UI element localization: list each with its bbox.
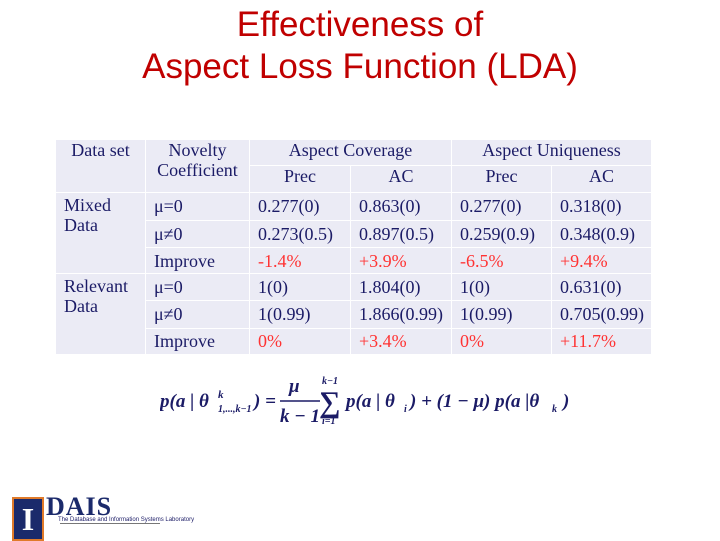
- table-row: μ≠0 1(0.99) 1.866(0.99) 1(0.99) 0.705(0.…: [56, 300, 653, 329]
- group-name-line2: Data: [64, 295, 98, 316]
- cell-cov-ac: +3.4%: [349, 327, 453, 356]
- table-row: Mixed Data μ=0 0.277(0) 0.863(0) 0.277(0…: [55, 191, 653, 274]
- formula-frac-num: μ: [288, 376, 300, 397]
- cell-cov-prec: 1(0.99): [249, 300, 351, 329]
- header-dataset: Data set: [55, 139, 146, 193]
- cell-cov-ac: 0.897(0.5): [349, 220, 453, 249]
- header-coverage-prec: Prec: [249, 165, 351, 193]
- results-table: Data set Novelty Coefficient Aspect Cove…: [55, 138, 653, 356]
- formula-rhs-sub2: k: [552, 404, 557, 415]
- cell-uni-ac: 0.318(0): [551, 191, 653, 222]
- cell-uni-prec: 0%: [451, 327, 553, 356]
- header-uniqueness-prec: Prec: [451, 165, 553, 193]
- aspect-loss-formula: p(a | θ k 1,...,k−1 ) = μ k − 1 k−1 ∑ i=…: [160, 376, 569, 427]
- group-name-line1: Mixed: [64, 194, 111, 215]
- header-novelty-line2: Coefficient: [157, 160, 238, 180]
- header-uniqueness: Aspect Uniqueness: [451, 138, 653, 167]
- cell-coef: μ≠0: [145, 220, 250, 249]
- formula-lhs-sub: 1,...,k−1: [218, 404, 252, 415]
- cell-cov-prec: 0.277(0): [249, 191, 351, 222]
- formula-rhs-sub: i: [404, 404, 407, 415]
- dais-logo-subtitle: The Database and Information Systems Lab…: [58, 517, 195, 523]
- header-uniqueness-ac: AC: [551, 165, 653, 193]
- cell-cov-prec: 0.273(0.5): [249, 220, 351, 249]
- slide-title: Effectiveness of Aspect Loss Function (L…: [0, 4, 720, 88]
- table-row: μ≠0 0.273(0.5) 0.897(0.5) 0.259(0.9) 0.3…: [56, 220, 653, 249]
- header-novelty: Novelty Coefficient: [145, 139, 250, 193]
- cell-uni-ac: +11.7%: [551, 327, 653, 356]
- formula-sum-bottom: i=1: [322, 416, 335, 427]
- cell-uni-prec: 0.277(0): [451, 191, 553, 222]
- cell-uni-ac: 0.705(0.99): [551, 300, 653, 329]
- title-line-1: Effectiveness of: [236, 5, 484, 44]
- cell-coef: Improve: [145, 247, 250, 274]
- cell-uni-prec: 0.259(0.9): [451, 220, 553, 249]
- table-row: Relevant Data μ=0 1(0) 1.804(0) 1(0) 0.6…: [55, 272, 653, 356]
- cell-cov-prec: 0%: [249, 327, 351, 356]
- cell-cov-ac: 1.804(0): [349, 272, 453, 302]
- group-mixed-data: Mixed Data: [55, 191, 146, 274]
- cell-uni-ac: 0.631(0): [551, 272, 653, 302]
- formula-lhs-sup: k: [218, 389, 224, 401]
- formula-rhs-mid: ) + (1 − μ) p(a |θ: [408, 391, 539, 412]
- group-relevant-data: Relevant Data: [55, 272, 146, 356]
- logo-divider: [60, 523, 160, 534]
- cell-cov-ac: +3.9%: [349, 247, 453, 274]
- header-coverage-ac: AC: [349, 165, 453, 193]
- cell-uni-ac: +9.4%: [551, 247, 653, 274]
- header-novelty-line1: Novelty: [168, 140, 227, 160]
- formula-sum-top: k−1: [322, 376, 338, 387]
- formula-lhs-close: ) =: [252, 391, 276, 412]
- cell-uni-prec: -6.5%: [451, 247, 553, 274]
- cell-cov-prec: -1.4%: [249, 247, 351, 274]
- cell-uni-prec: 1(0): [451, 272, 553, 302]
- dais-logo-text: DAIS: [46, 492, 113, 521]
- formula-rhs-close: ): [561, 391, 569, 412]
- cell-coef: μ≠0: [145, 300, 250, 329]
- group-name-line2: Data: [64, 214, 98, 235]
- cell-coef: μ=0: [145, 272, 250, 302]
- formula-rhs: p(a | θ: [344, 391, 395, 412]
- formula-lhs: p(a | θ: [160, 391, 209, 412]
- cell-cov-prec: 1(0): [249, 272, 351, 302]
- cell-uni-prec: 1(0.99): [451, 300, 553, 329]
- cell-cov-ac: 0.863(0): [349, 191, 453, 222]
- title-line-2: Aspect Loss Function (LDA): [142, 47, 578, 86]
- cell-coef: μ=0: [145, 191, 250, 222]
- group-name-line1: Relevant: [64, 275, 128, 296]
- table-row: Improve -1.4% +3.9% -6.5% +9.4%: [56, 247, 653, 274]
- formula-sum-sign: ∑: [319, 386, 340, 419]
- cell-cov-ac: 1.866(0.99): [349, 300, 453, 329]
- university-logo-icon: I: [12, 497, 44, 541]
- cell-uni-ac: 0.348(0.9): [551, 220, 653, 249]
- cell-coef: Improve: [145, 327, 250, 356]
- table-row: Improve 0% +3.4% 0% +11.7%: [56, 327, 653, 356]
- formula-frac-den: k − 1: [280, 406, 320, 427]
- logo-letter: I: [21, 501, 35, 537]
- header-coverage: Aspect Coverage: [248, 138, 453, 167]
